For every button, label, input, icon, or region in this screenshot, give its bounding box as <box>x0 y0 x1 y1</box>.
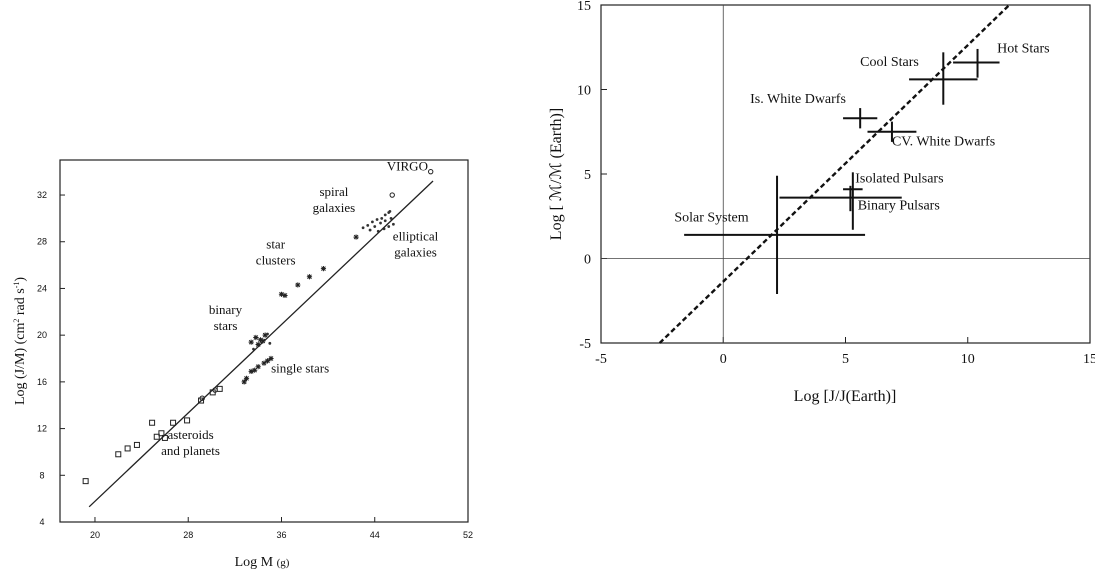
left-point-star <box>257 337 264 343</box>
left-point-circle <box>389 192 395 198</box>
left-chart: 20 28 36 44 52 4 8 12 16 20 24 28 32 VIRGO spiral gala… <box>0 0 480 578</box>
right-annotation: Is. White Dwarfs <box>750 92 846 107</box>
left-x-tick-label: 52 <box>463 530 473 540</box>
left-y-tick-label: 12 <box>37 424 47 434</box>
left-point-star <box>320 266 327 272</box>
left-point-dot <box>389 216 393 220</box>
left-point-star <box>255 341 261 348</box>
left-y-tick-label: 28 <box>37 237 47 247</box>
right-annotation: Solar System <box>674 210 748 225</box>
left-point-square <box>115 451 122 458</box>
left-point-star <box>264 358 271 364</box>
left-annotation: elliptical galaxies <box>393 229 439 260</box>
left-point-dot <box>368 228 372 232</box>
left-point-dot <box>266 332 269 336</box>
left-point-dot <box>371 220 374 224</box>
left-point-star <box>253 334 259 341</box>
right-y-tick-label: 10 <box>577 84 591 99</box>
left-y-axis-title: Log (J/M) (cm2 rad s-1) <box>12 277 28 405</box>
left-x-tick-label: 28 <box>183 530 193 540</box>
left-annotation: binary stars <box>209 302 243 333</box>
right-y-tick-label: 5 <box>584 168 591 183</box>
left-x-tick-label: 44 <box>370 530 380 540</box>
left-point-square <box>158 430 165 437</box>
right-chart: -5 0 5 10 15 -5 0 5 10 15 Hot Stars Cool Stars Is. … <box>540 0 1095 420</box>
left-point-dot <box>383 219 387 223</box>
right-annotation: Isolated Pulsars <box>855 171 943 186</box>
left-point-dot <box>380 216 384 220</box>
left-point-dot <box>268 341 272 345</box>
left-point-star <box>248 339 254 345</box>
left-point-star <box>248 368 254 374</box>
left-annotation: asteroids and planets <box>161 427 220 458</box>
right-chart-svg: -5 0 5 10 15 -5 0 5 10 15 Hot Stars Cool Stars Is. … <box>548 0 1095 405</box>
left-point-dot <box>361 226 365 230</box>
left-point-star <box>282 292 288 299</box>
left-y-tick-label: 20 <box>37 330 47 340</box>
right-y-tick-label: 15 <box>577 0 591 14</box>
left-point-star <box>243 375 250 381</box>
left-point-star <box>261 360 267 366</box>
right-x-tick-label: -5 <box>595 352 607 367</box>
left-point-dot <box>387 225 391 228</box>
left-point-square <box>133 441 140 448</box>
right-annotation: Hot Stars <box>997 41 1050 56</box>
right-x-tick-label: 10 <box>961 352 975 367</box>
right-x-tick-label: 5 <box>842 352 849 367</box>
left-point-square <box>82 478 89 485</box>
left-y-tick-label: 4 <box>39 517 44 527</box>
right-y-tick-label: 0 <box>584 253 591 268</box>
left-chart-svg: 20 28 36 44 52 4 8 12 16 20 24 28 32 VIRGO spiral gala… <box>12 159 473 570</box>
left-point-dot <box>375 218 379 221</box>
left-point-star <box>268 355 274 362</box>
left-point-dot <box>373 225 377 228</box>
left-point-star <box>278 291 285 297</box>
right-fit-line <box>658 4 1011 344</box>
right-annotation: Cool Stars <box>860 55 919 70</box>
left-point-star <box>255 364 261 370</box>
left-fit-line <box>88 180 434 508</box>
left-x-tick-label: 36 <box>276 530 286 540</box>
left-annotation: spiral galaxies <box>313 184 356 215</box>
left-y-tick-label: 24 <box>37 283 47 293</box>
left-y-tick-label: 8 <box>39 470 44 480</box>
left-point-square <box>149 419 156 426</box>
left-point-star <box>353 234 359 240</box>
left-point-square <box>124 445 131 452</box>
left-point-star <box>241 379 247 385</box>
left-point-square <box>170 419 177 426</box>
left-annotation: single stars <box>271 361 329 376</box>
left-point-dot <box>388 209 392 213</box>
right-plot-frame <box>600 4 1091 344</box>
left-point-dot <box>383 213 387 217</box>
left-annotation: VIRGO <box>387 159 428 174</box>
left-point-star <box>252 367 258 373</box>
right-annotation: Binary Pulsars <box>858 198 940 213</box>
left-point-star <box>262 332 268 338</box>
left-point-dot <box>379 221 382 225</box>
left-x-tick-label: 20 <box>90 530 100 540</box>
left-point-star <box>306 274 313 280</box>
right-annotation: CV. White Dwarfs <box>892 134 995 149</box>
left-point-square <box>184 417 191 424</box>
right-x-tick-label: 15 <box>1083 352 1095 367</box>
left-point-dot <box>366 223 370 227</box>
left-annotation: star clusters <box>256 237 296 268</box>
left-x-axis-title: Log M (g) <box>235 555 290 570</box>
left-point-dot <box>391 222 395 226</box>
right-x-axis-title: Log [J/J(Earth)] <box>794 388 897 405</box>
right-y-axis-title: Log [ ℳ/ℳ (Earth)] <box>548 108 565 240</box>
left-y-tick-label: 32 <box>37 190 47 200</box>
left-point-star <box>295 282 301 288</box>
left-point-circle <box>427 168 434 175</box>
left-point-star <box>260 338 266 344</box>
right-x-tick-label: 0 <box>720 352 727 367</box>
right-y-tick-label: -5 <box>579 337 591 352</box>
left-point-square <box>153 433 160 440</box>
left-y-tick-label: 16 <box>37 377 47 387</box>
